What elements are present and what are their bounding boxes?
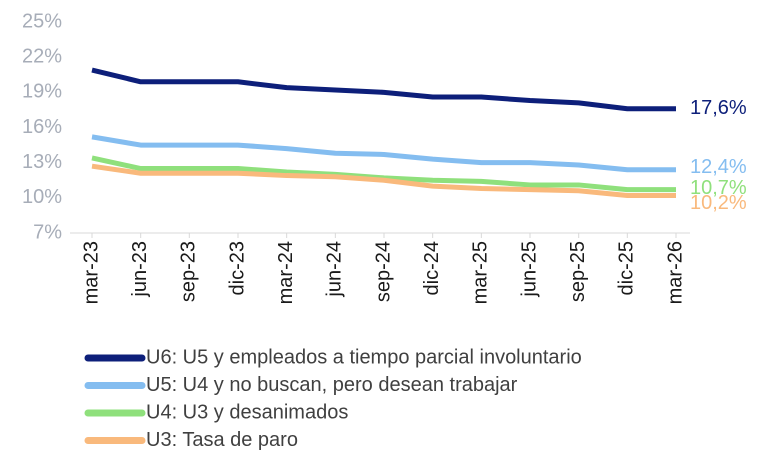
y-tick-label: 7% <box>33 221 62 243</box>
series-line <box>91 67 676 112</box>
series-line <box>91 134 676 173</box>
x-tick-label: jun-24 <box>324 241 346 298</box>
value-label: 10,7% <box>690 177 747 199</box>
y-tick-label: 13% <box>22 151 62 173</box>
value-label: 17,6% <box>690 97 747 119</box>
value-label: 10,2% <box>690 192 747 214</box>
x-tick-label: sep-25 <box>567 241 589 302</box>
x-tick-label: mar-23 <box>80 241 102 304</box>
y-tick-label: 19% <box>22 81 62 103</box>
x-tick-label: mar-26 <box>664 241 686 304</box>
x-tick-label: jun-25 <box>518 241 540 298</box>
value-label: 12,4% <box>690 156 747 178</box>
x-tick-label: jun-23 <box>129 241 151 298</box>
legend-label: U3: Tasa de paro <box>146 429 298 451</box>
x-tick-label: sep-23 <box>178 241 200 302</box>
x-tick-label: mar-25 <box>470 241 492 304</box>
x-tick-label: dic-25 <box>616 241 638 295</box>
x-tick-label: sep-24 <box>372 241 394 302</box>
legend-label: U6: U5 y empleados a tiempo parcial invo… <box>146 346 582 368</box>
x-tick-label: mar-24 <box>275 241 297 304</box>
legend-label: U5: U4 y no buscan, pero desean trabajar <box>146 374 518 396</box>
x-tick-label: dic-24 <box>421 241 443 295</box>
series-line <box>91 163 676 198</box>
x-tick-label: dic-23 <box>226 241 248 295</box>
y-tick-label: 22% <box>22 45 62 67</box>
y-tick-label: 16% <box>22 116 62 138</box>
y-tick-label: 10% <box>22 186 62 208</box>
y-tick-label: 25% <box>22 10 62 32</box>
legend-label: U4: U3 y desanimados <box>146 401 348 423</box>
